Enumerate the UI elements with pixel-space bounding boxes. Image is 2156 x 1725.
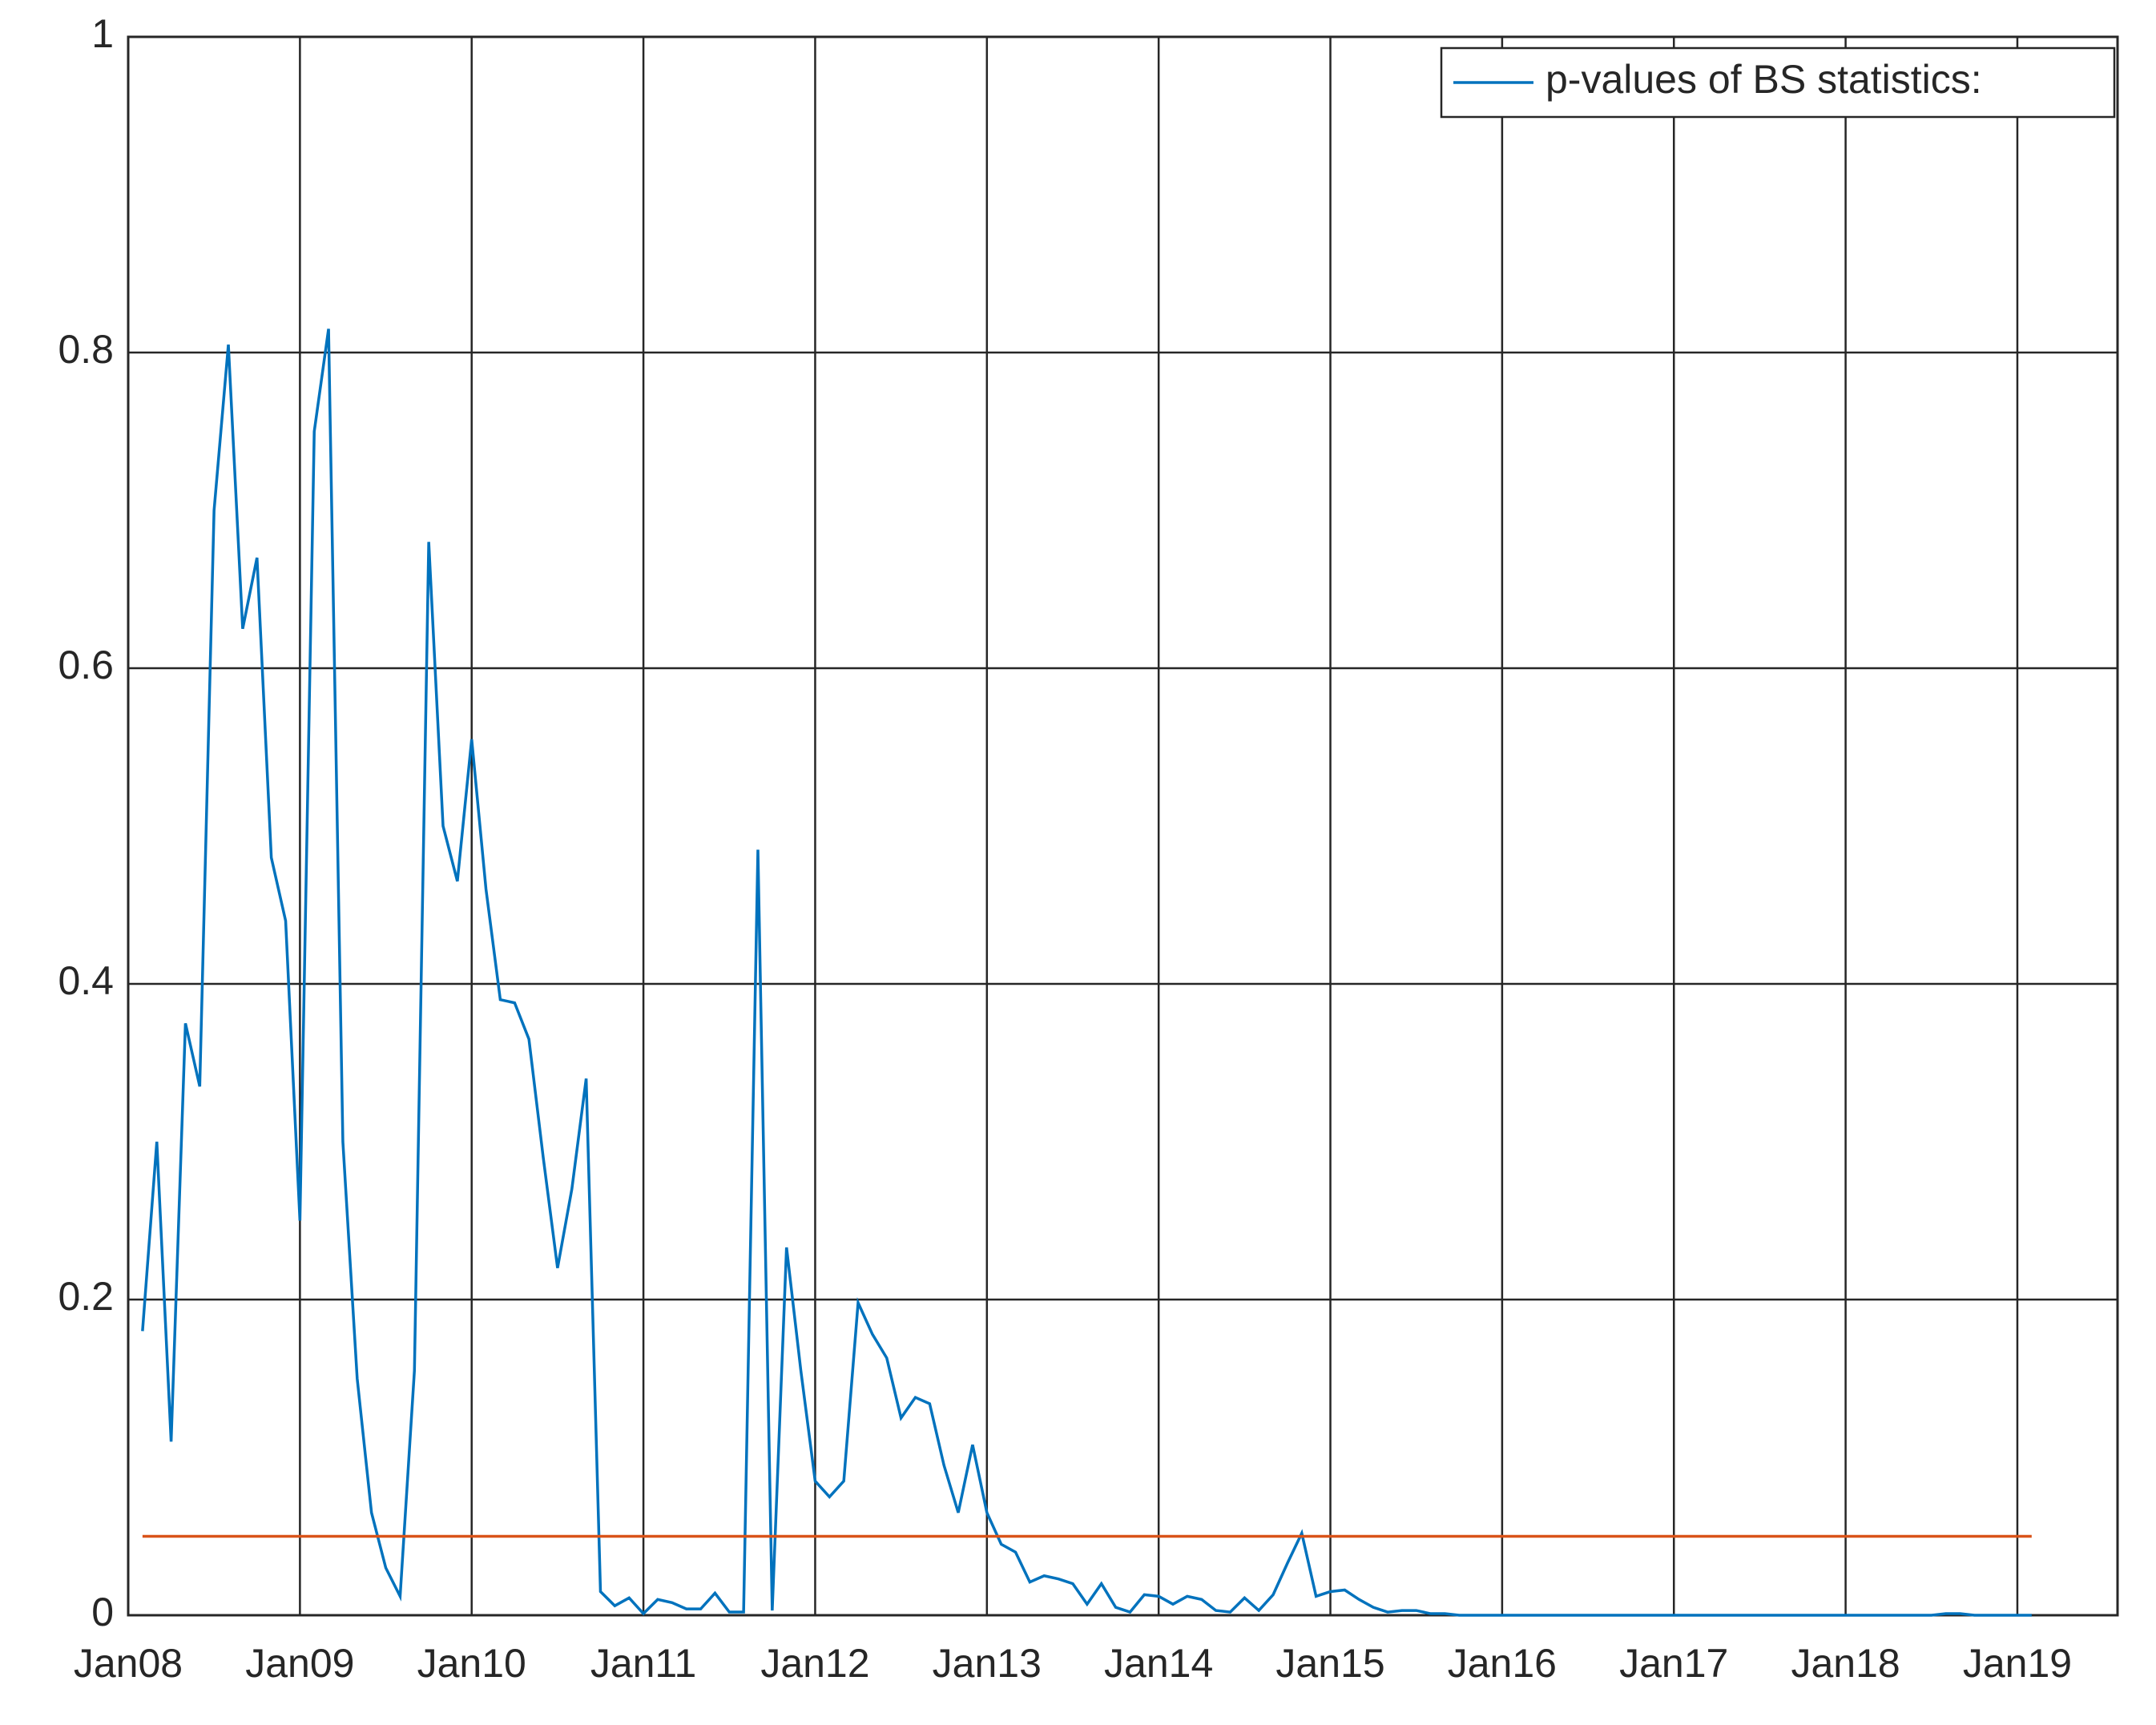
y-tick-label: 0.2: [58, 1274, 114, 1319]
x-tick-label: Jan11: [590, 1641, 697, 1686]
series-line: [141, 328, 2032, 1617]
x-tick-label: Jan10: [417, 1641, 526, 1686]
x-tick-label: Jan14: [1104, 1641, 1213, 1686]
x-tick-label: Jan09: [245, 1641, 354, 1686]
plot-frame: [127, 35, 2119, 1617]
x-tick-label: Jan13: [933, 1641, 1042, 1686]
y-tick-label: 0.6: [58, 643, 114, 687]
legend: p-values of BS statistics:: [1440, 46, 2116, 119]
x-tick-label: Jan18: [1791, 1641, 1900, 1686]
y-tick-label: 0.4: [58, 958, 114, 1003]
x-tick-label: Jan19: [1963, 1641, 2072, 1686]
y-tick-label: 0.8: [58, 327, 114, 372]
x-tick-label: Jan08: [74, 1641, 183, 1686]
y-tick-label: 0: [91, 1590, 114, 1634]
y-tick-label: 1: [91, 11, 114, 56]
x-tick-label: Jan17: [1619, 1641, 1728, 1686]
x-tick-label: Jan12: [760, 1641, 869, 1686]
x-tick-label: Jan15: [1275, 1641, 1384, 1686]
legend-box: [1440, 46, 2116, 119]
legend-label: p-values of BS statistics:: [1545, 57, 1982, 102]
x-tick-label: Jan16: [1448, 1641, 1557, 1686]
